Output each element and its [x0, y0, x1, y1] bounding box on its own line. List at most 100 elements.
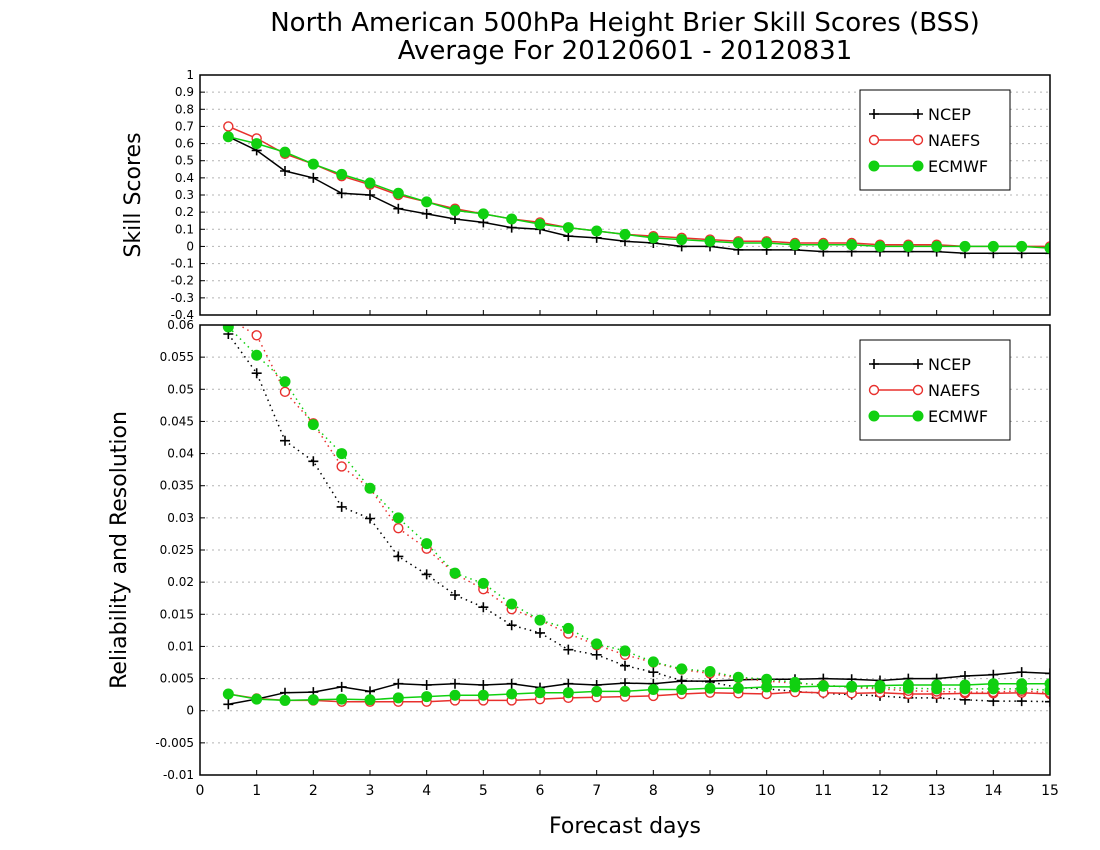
y-tick-label: -0.4	[171, 308, 194, 322]
legend-entry-ecmwf: ECMWF	[928, 157, 988, 176]
data-point-ecmwf	[477, 208, 489, 220]
data-point-ecmwf	[562, 222, 574, 234]
data-point-ecmwf-reliability	[534, 687, 546, 699]
data-point-ecmwf-reliability	[449, 689, 461, 701]
data-point-ecmwf-resolution	[449, 567, 461, 579]
legend-marker-ncep	[869, 359, 879, 369]
legend-marker-ecmwf	[912, 160, 924, 172]
legend-marker-ecmwf	[868, 410, 880, 422]
data-point-ecmwf	[506, 213, 518, 225]
y-tick-label: 0.9	[175, 85, 194, 99]
x-tick-label: 7	[592, 783, 601, 799]
series-line-naefs-reliability	[228, 691, 1050, 703]
y-tick-label: 0.045	[160, 414, 194, 428]
data-point-ecmwf-reliability	[732, 682, 744, 694]
plot-frame	[199, 74, 1051, 316]
data-point-ecmwf	[817, 239, 829, 251]
y-tick-label: 0.055	[160, 350, 194, 364]
data-point-ecmwf-reliability	[336, 693, 348, 705]
chart-title-line1: North American 500hPa Height Brier Skill…	[270, 8, 980, 38]
legend-marker-naefs	[868, 384, 880, 396]
x-tick-label: 3	[366, 783, 375, 799]
data-point-ecmwf	[591, 225, 603, 237]
data-point-ncep	[1045, 248, 1050, 259]
data-point-ncep	[280, 166, 290, 176]
data-point-ecmwf-resolution	[591, 638, 603, 650]
legend-entry-naefs: NAEFS	[928, 131, 980, 150]
y-tick-label: -0.005	[155, 736, 194, 750]
data-point-ncep-resolution	[563, 644, 574, 655]
data-point-ecmwf-reliability	[222, 688, 234, 700]
y-tick-label: 0.05	[167, 382, 194, 396]
chart-title-line2: Average For 20120601 - 20120831	[398, 36, 853, 66]
data-point-ecmwf-resolution	[562, 622, 574, 634]
legend-marker-ncep	[913, 109, 923, 119]
data-point-ecmwf	[619, 228, 631, 240]
data-point-ecmwf-resolution	[506, 598, 518, 610]
data-point-ecmwf-reliability	[562, 687, 574, 699]
data-point-ncep-resolution	[308, 456, 319, 467]
data-point-ncep	[393, 203, 404, 214]
data-point-ecmwf-resolution	[392, 512, 404, 524]
y-tick-label: 0.03	[167, 511, 194, 525]
data-point-ecmwf	[676, 234, 688, 246]
y-tick-label: 0.035	[160, 479, 194, 493]
data-point-naefs-resolution	[393, 522, 404, 534]
data-point-ncep	[336, 188, 347, 199]
data-point-ecmwf-resolution	[307, 419, 319, 431]
data-point-ecmwf-resolution	[789, 676, 801, 688]
data-point-ecmwf	[364, 177, 376, 189]
data-point-ecmwf-resolution	[732, 671, 744, 683]
data-point-ecmwf	[987, 240, 999, 252]
x-tick-label: 6	[536, 783, 545, 799]
y-tick-label: 0.6	[175, 137, 194, 151]
legend-entry-ncep: NCEP	[928, 355, 971, 374]
data-point-ncep-reliability	[960, 671, 970, 681]
x-tick-label: 4	[422, 783, 431, 799]
data-point-ecmwf	[279, 146, 291, 158]
y-axis-label: Reliability and Resolution	[107, 411, 132, 689]
data-point-ecmwf-reliability	[364, 694, 376, 706]
series-line-naefs-resolution	[237, 325, 1050, 694]
data-point-ecmwf-resolution	[251, 349, 263, 361]
data-point-ecmwf	[704, 235, 716, 247]
data-point-ecmwf	[1016, 240, 1028, 252]
y-tick-label: -0.1	[171, 257, 194, 271]
y-tick-label: 0.015	[160, 607, 194, 621]
data-point-ncep-resolution	[591, 649, 602, 660]
data-point-ncep-reliability	[1016, 667, 1027, 678]
data-point-ecmwf-reliability	[477, 689, 489, 701]
data-point-ecmwf	[392, 187, 404, 199]
data-point-ncep-resolution	[336, 501, 347, 512]
data-point-naefs-resolution	[279, 386, 291, 398]
y-tick-label: 0.1	[175, 222, 194, 236]
y-tick-label: 0	[186, 704, 194, 718]
data-point-ecmwf-reliability	[506, 688, 518, 700]
data-point-ecmwf-reliability	[676, 684, 688, 695]
data-point-ecmwf	[846, 239, 858, 251]
data-point-ncep-reliability	[393, 678, 404, 689]
data-point-ecmwf-resolution	[222, 325, 234, 333]
data-point-ncep-resolution	[393, 551, 404, 562]
data-point-ecmwf	[421, 196, 433, 208]
data-point-ncep-reliability	[450, 678, 460, 689]
y-tick-label: 0.005	[160, 672, 194, 686]
data-point-naefs-resolution	[336, 461, 347, 472]
data-point-ncep-resolution	[620, 660, 630, 671]
data-point-naefs-resolution	[251, 330, 262, 341]
data-point-ecmwf-resolution	[477, 577, 489, 589]
data-point-ecmwf-resolution	[364, 482, 376, 494]
data-point-ecmwf-resolution	[846, 681, 858, 693]
reliability-resolution-panel: -0.01 -0.005 0 0.005 0.01 0.015 0.02 0.025 0.03 0…	[107, 318, 1059, 799]
legend: NCEP NAEFS ECMWF	[859, 89, 1011, 191]
legend-entry-ecmwf: ECMWF	[928, 407, 988, 426]
data-point-naefs	[223, 121, 234, 132]
skill-scores-panel: -0.4 -0.3 -0.2 -0.1 0 0.1 0.2 0.3 0.4 0.5 0.6 0.7 0.…	[121, 68, 1051, 322]
data-point-ncep-reliability	[1045, 668, 1050, 679]
data-point-ecmwf-reliability	[591, 685, 603, 697]
y-tick-label: 0.025	[160, 543, 194, 557]
data-point-ncep-reliability	[563, 678, 574, 689]
data-point-ncep-resolution	[450, 590, 460, 600]
data-point-ecmwf	[251, 138, 263, 150]
